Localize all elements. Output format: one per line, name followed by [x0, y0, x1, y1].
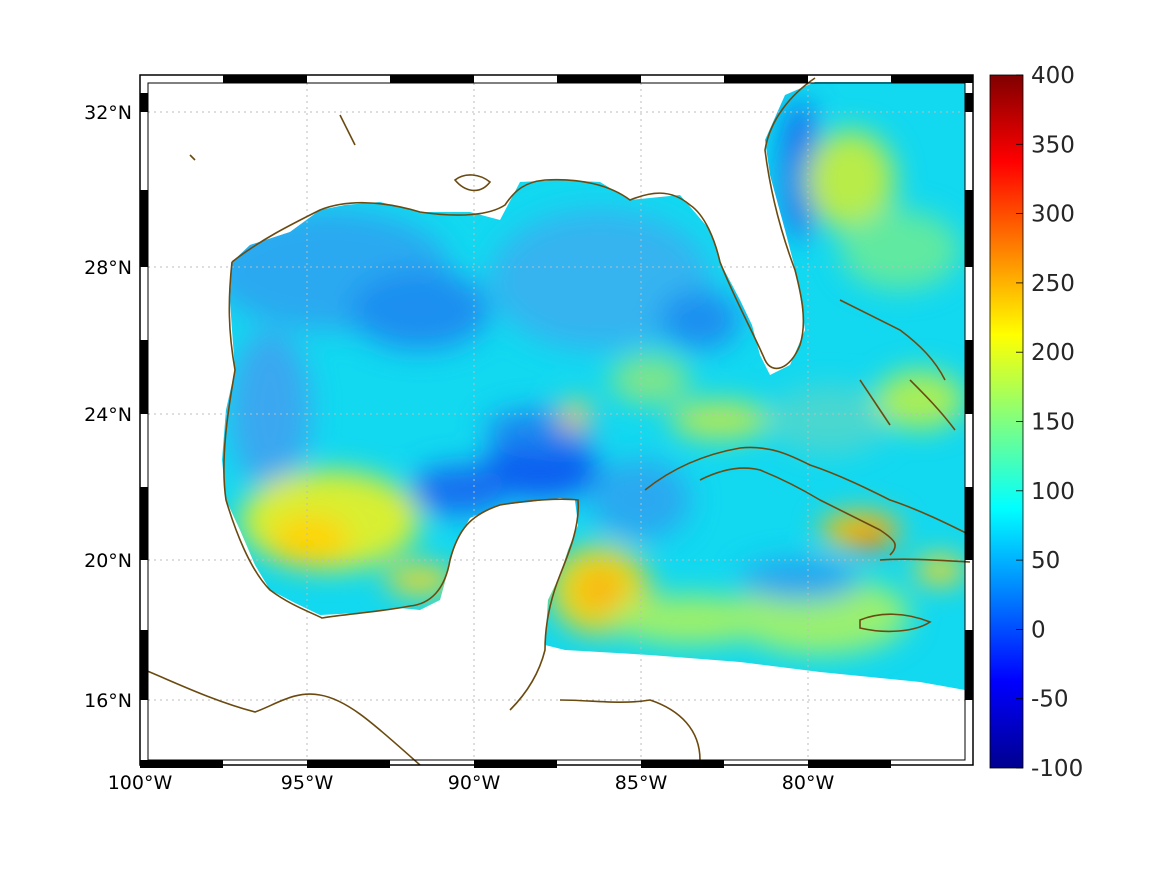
graticule [148, 83, 965, 760]
colorbar-tick-label: 100 [1031, 479, 1075, 505]
colorbar-tick-label: 250 [1031, 271, 1075, 297]
colorbar-tick-label: 200 [1031, 340, 1075, 366]
lat-label-16n: 16°N [84, 690, 132, 712]
colorbar-tick-label: 0 [1031, 617, 1046, 643]
lon-label-100w: 100°W [108, 772, 173, 794]
colorbar-ticks [1016, 74, 1023, 769]
colorbar-tick-label: -50 [1031, 687, 1069, 713]
colorbar-tick-label: 50 [1031, 548, 1060, 574]
lon-label-85w: 85°W [615, 772, 668, 794]
colorbar-tick-label: 350 [1031, 132, 1075, 158]
colorbar-tick-label: -100 [1031, 756, 1083, 782]
lon-label-80w: 80°W [782, 772, 835, 794]
sst-field [222, 82, 965, 690]
colorbar-tick-label: 150 [1031, 410, 1075, 436]
lat-label-28n: 28°N [84, 257, 132, 279]
map-frame [140, 75, 973, 768]
lat-label-24n: 24°N [84, 404, 132, 426]
lon-label-90w: 90°W [448, 772, 501, 794]
colorbar-tick-label: 300 [1031, 202, 1075, 228]
lat-label-32n: 32°N [84, 102, 132, 124]
lon-label-95w: 95°W [281, 772, 334, 794]
colorbar-tick-label: 400 [1031, 63, 1075, 89]
coastline [139, 77, 971, 766]
lat-label-20n: 20°N [84, 550, 132, 572]
